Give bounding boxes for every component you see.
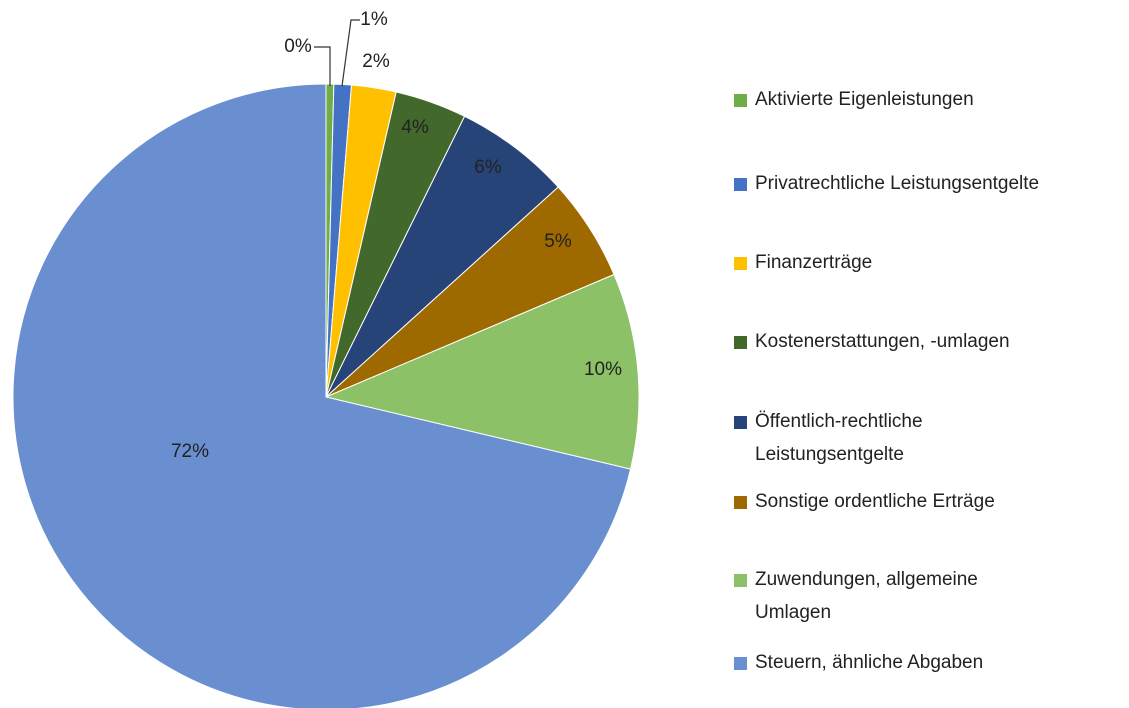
legend-swatch [734, 496, 747, 509]
data-label: 10% [584, 359, 622, 380]
data-label: 5% [544, 231, 572, 252]
legend-swatch [734, 416, 747, 429]
legend-label: Sonstige ordentliche Erträge [755, 491, 995, 512]
legend-label: Aktivierte Eigenleistungen [755, 89, 974, 110]
pie-slice [324, 273, 640, 470]
legend-label: Privatrechtliche Leistungsentgelte [755, 173, 1039, 194]
legend-swatch [734, 178, 747, 191]
legend-swatch [734, 657, 747, 670]
data-label: 1% [360, 9, 388, 30]
pie-slice [325, 115, 559, 398]
legend-label: Öffentlich-rechtliche Leistungsentgelte [755, 411, 923, 465]
legend-label: Steuern, ähnliche Abgaben [755, 652, 983, 673]
leader-line [341, 19, 360, 87]
legend-label: Finanzerträge [755, 252, 872, 273]
legend-label: Kostenerstattungen, -umlagen [755, 331, 1010, 352]
pie-slice [12, 83, 632, 708]
data-label: 0% [284, 36, 312, 57]
legend-swatch [734, 574, 747, 587]
legend-label: Zuwendungen, allgemeine Umlagen [755, 569, 978, 623]
data-label: 4% [401, 117, 429, 138]
leader-line [314, 46, 331, 86]
data-label: 72% [171, 441, 209, 462]
legend-swatch [734, 94, 747, 107]
data-label: 6% [474, 157, 502, 178]
legend-swatch [734, 336, 747, 349]
legend-swatch [734, 257, 747, 270]
data-label: 2% [362, 51, 390, 72]
